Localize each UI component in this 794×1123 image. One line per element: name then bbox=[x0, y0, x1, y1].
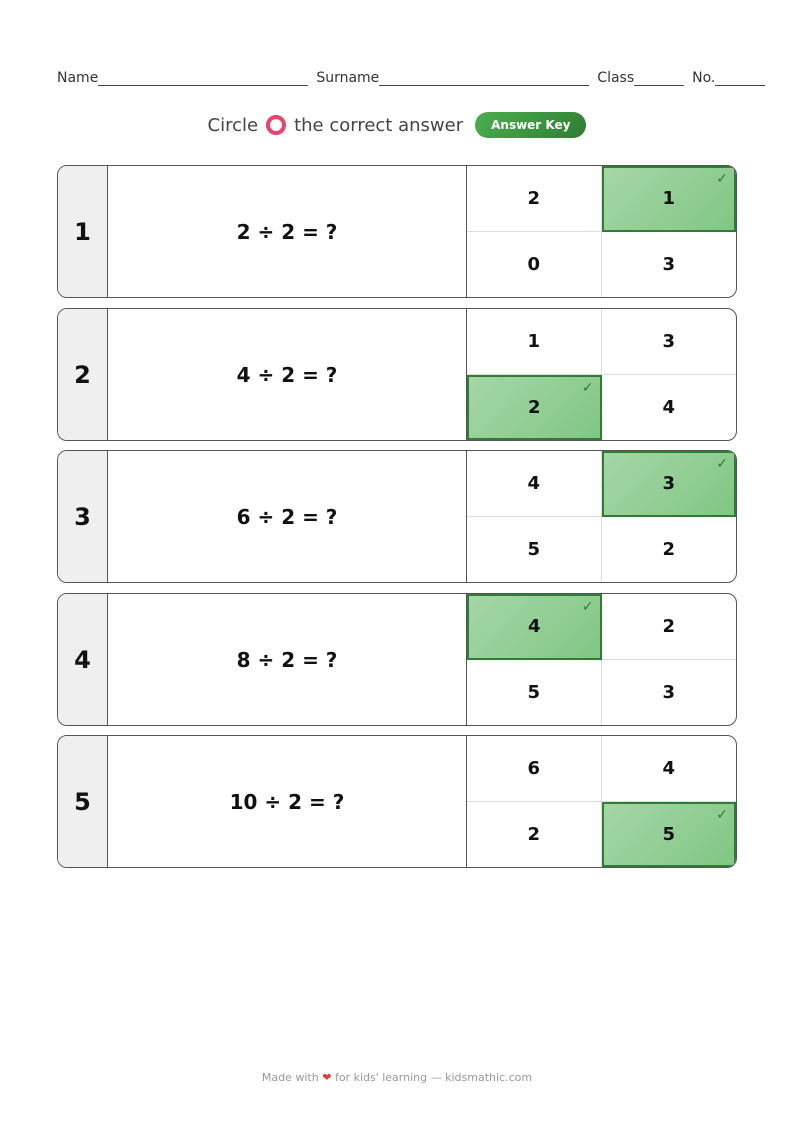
option-value: 4 bbox=[527, 472, 541, 494]
question-number: 4 bbox=[58, 594, 108, 725]
option-value: 2 bbox=[527, 823, 541, 845]
answer-option[interactable]: 3 bbox=[602, 232, 737, 298]
surname-label: Surname bbox=[316, 70, 380, 86]
instruction-text: Circle bbox=[207, 114, 259, 136]
option-value: 1 bbox=[527, 330, 541, 352]
heart-icon: ❤ bbox=[322, 1071, 332, 1084]
answer-option[interactable]: 2 bbox=[467, 801, 602, 867]
answer-option[interactable]: 5 bbox=[467, 659, 602, 725]
option-value: 4 bbox=[527, 616, 541, 638]
option-value: 0 bbox=[527, 253, 541, 275]
question-card: 3 6 ÷ 2 = ? 4 3 ✓ 5 2 bbox=[57, 450, 737, 583]
answer-option-correct[interactable]: 2 ✓ bbox=[467, 374, 602, 440]
answer-option[interactable]: 5 bbox=[467, 516, 602, 582]
class-label: Class bbox=[597, 70, 635, 86]
check-icon: ✓ bbox=[581, 379, 594, 396]
check-icon: ✓ bbox=[716, 171, 728, 187]
option-value: 5 bbox=[527, 681, 541, 703]
instruction: Circle the correct answer Answer Key bbox=[0, 112, 794, 138]
answer-option[interactable]: 2 bbox=[467, 166, 602, 232]
question-card: 1 2 ÷ 2 = ? 2 1 ✓ 0 3 bbox=[57, 165, 737, 298]
option-value: 2 bbox=[662, 615, 676, 637]
answer-option[interactable]: 4 bbox=[467, 451, 602, 517]
option-value: 6 bbox=[527, 757, 541, 779]
question-card: 5 10 ÷ 2 = ? 6 4 2 5 ✓ bbox=[57, 735, 737, 868]
answer-key-badge: Answer Key bbox=[475, 112, 587, 138]
option-value: 4 bbox=[662, 757, 676, 779]
option-value: 3 bbox=[662, 681, 676, 703]
answer-options: 1 3 2 ✓ 4 bbox=[467, 309, 736, 440]
no-label: No. bbox=[692, 70, 716, 86]
question-number: 1 bbox=[58, 166, 108, 297]
question-text: 8 ÷ 2 = ? bbox=[108, 594, 467, 725]
answer-option[interactable]: 4 bbox=[602, 375, 737, 441]
surname-field[interactable] bbox=[379, 72, 590, 86]
option-value: 1 bbox=[662, 188, 676, 210]
answer-option[interactable]: 3 bbox=[601, 309, 736, 375]
name-field[interactable] bbox=[98, 72, 309, 86]
question-text: 4 ÷ 2 = ? bbox=[108, 309, 467, 440]
option-value: 3 bbox=[662, 253, 676, 275]
answer-options: 6 4 2 5 ✓ bbox=[467, 736, 736, 867]
no-field[interactable] bbox=[715, 72, 766, 86]
answer-option-correct[interactable]: 4 ✓ bbox=[467, 594, 602, 660]
answer-option[interactable]: 1 bbox=[467, 309, 602, 375]
answer-option[interactable]: 2 bbox=[601, 594, 736, 660]
check-icon: ✓ bbox=[716, 456, 728, 472]
footer: Made with ❤ for kids' learning — kidsmat… bbox=[0, 1071, 794, 1084]
student-info-header: Name Surname Class No. bbox=[57, 70, 772, 86]
option-value: 2 bbox=[527, 187, 541, 209]
question-card: 4 8 ÷ 2 = ? 4 ✓ 2 5 3 bbox=[57, 593, 737, 726]
answer-option-correct[interactable]: 3 ✓ bbox=[601, 451, 736, 517]
question-text: 2 ÷ 2 = ? bbox=[108, 166, 467, 297]
footer-text: for kids' learning — kidsmathic.com bbox=[334, 1071, 533, 1084]
question-text: 6 ÷ 2 = ? bbox=[108, 451, 467, 582]
answer-option[interactable]: 0 bbox=[467, 231, 602, 297]
answer-option[interactable]: 6 bbox=[467, 736, 602, 802]
option-value: 5 bbox=[662, 823, 676, 845]
instruction-text: the correct answer bbox=[294, 114, 464, 136]
option-value: 2 bbox=[662, 538, 676, 560]
question-number: 3 bbox=[58, 451, 108, 582]
question-number: 5 bbox=[58, 736, 108, 867]
option-value: 2 bbox=[527, 396, 541, 418]
question-card: 2 4 ÷ 2 = ? 1 3 2 ✓ 4 bbox=[57, 308, 737, 441]
answer-options: 2 1 ✓ 0 3 bbox=[467, 166, 736, 297]
footer-text: Made with bbox=[261, 1071, 319, 1084]
answer-option[interactable]: 3 bbox=[602, 660, 737, 726]
answer-option-correct[interactable]: 1 ✓ bbox=[601, 166, 736, 232]
option-value: 3 bbox=[662, 473, 676, 495]
option-value: 5 bbox=[527, 538, 541, 560]
check-icon: ✓ bbox=[581, 599, 594, 615]
question-text: 10 ÷ 2 = ? bbox=[108, 736, 467, 867]
option-value: 4 bbox=[662, 396, 676, 418]
answer-option[interactable]: 2 bbox=[602, 517, 737, 583]
answer-option-correct[interactable]: 5 ✓ bbox=[601, 801, 736, 867]
option-value: 3 bbox=[662, 330, 676, 352]
answer-options: 4 3 ✓ 5 2 bbox=[467, 451, 736, 582]
answer-options: 4 ✓ 2 5 3 bbox=[467, 594, 736, 725]
question-number: 2 bbox=[58, 309, 108, 440]
circle-icon bbox=[266, 115, 287, 135]
class-field[interactable] bbox=[634, 72, 685, 86]
answer-option[interactable]: 4 bbox=[601, 736, 736, 802]
name-label: Name bbox=[57, 70, 99, 86]
check-icon: ✓ bbox=[716, 806, 728, 823]
